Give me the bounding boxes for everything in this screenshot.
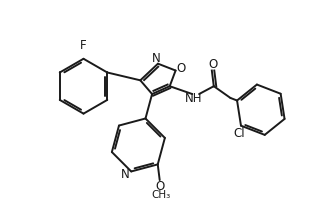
Text: NH: NH xyxy=(184,92,202,105)
Text: O: O xyxy=(155,180,164,193)
Text: CH₃: CH₃ xyxy=(151,190,170,200)
Text: O: O xyxy=(208,58,217,71)
Text: Cl: Cl xyxy=(233,127,245,140)
Text: N: N xyxy=(152,52,160,65)
Text: N: N xyxy=(121,168,130,181)
Text: O: O xyxy=(177,62,186,75)
Text: F: F xyxy=(80,39,87,52)
